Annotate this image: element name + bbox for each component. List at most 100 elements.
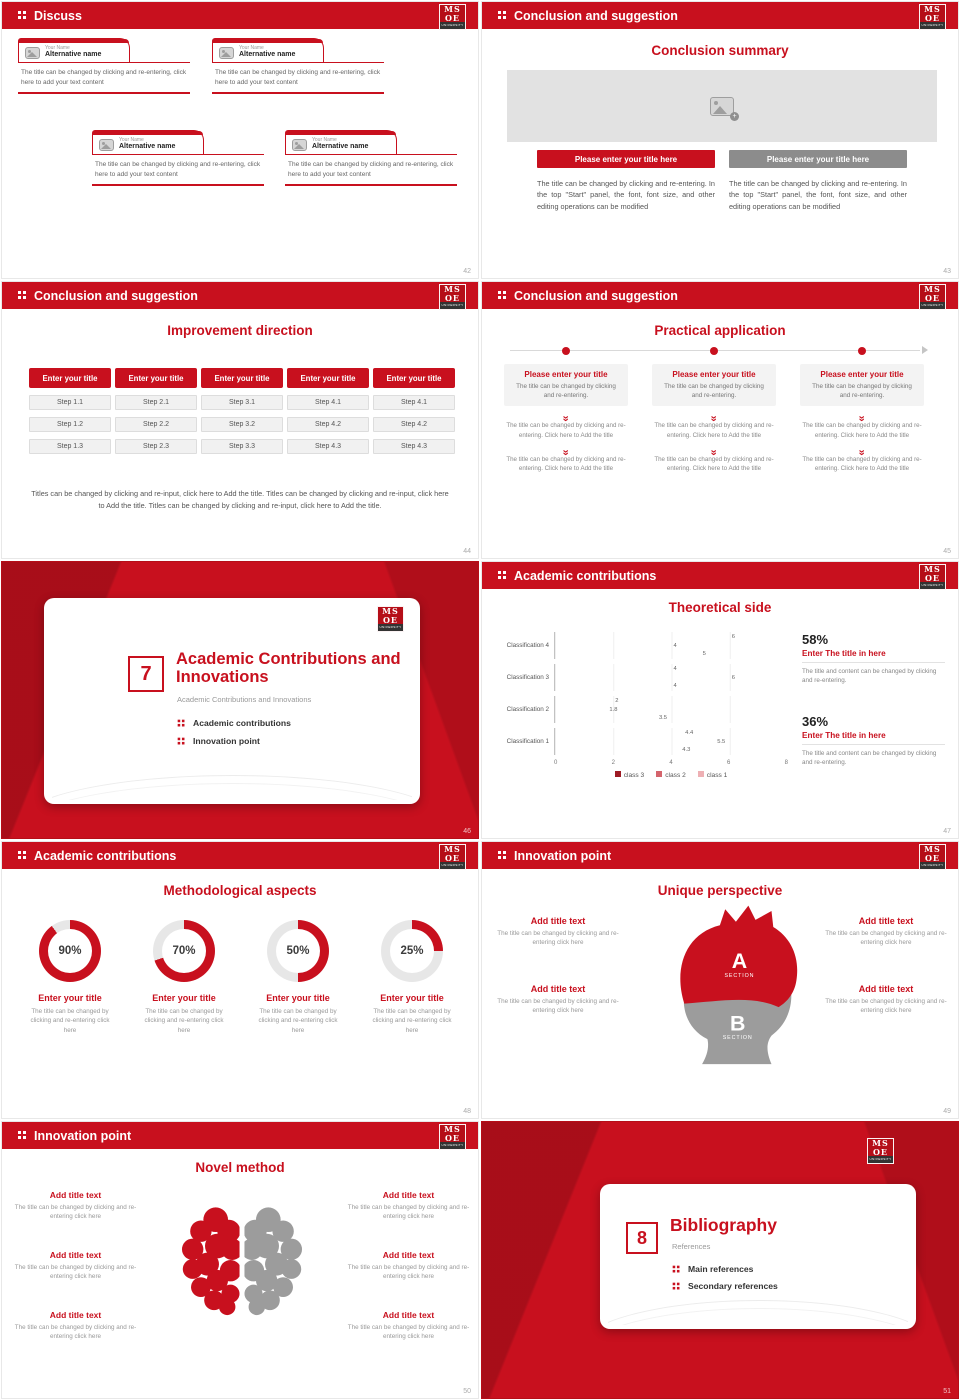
title-button[interactable]: Enter your title: [373, 368, 455, 388]
slide-header-bar: Conclusion and suggestion: [482, 2, 958, 29]
slide-47-theoretical-side[interactable]: Academic contributions MS OE UNIVERSITY …: [481, 561, 959, 839]
slide-header-title: Conclusion and suggestion: [34, 288, 198, 303]
slide-42-discuss[interactable]: Discuss MS OE UNIVERSITY Your Name Alter…: [1, 1, 479, 279]
chart-group: Classification 2 2 1.8 3.5: [496, 696, 788, 723]
squares-bullet-icon: [18, 1131, 27, 1140]
bar: [555, 699, 613, 704]
squares-bullet-icon: [498, 571, 507, 580]
msoe-logo: MS OE UNIVERSITY: [919, 284, 946, 310]
slide-49-unique-perspective[interactable]: Innovation point MS OE UNIVERSITY Unique…: [481, 841, 959, 1119]
bar: [555, 739, 715, 744]
stat-percent: 36%: [802, 714, 829, 729]
msoe-logo: MS OE UNIVERSITY: [439, 4, 466, 30]
head-silhouette-graphic: A SECTION B SECTION: [680, 905, 798, 1065]
msoe-logo: MS OE UNIVERSITY: [377, 606, 404, 632]
body-text: Titles can be changed by clicking and re…: [31, 489, 449, 511]
slide-50-novel-method[interactable]: Innovation point MS OE UNIVERSITY Novel …: [1, 1121, 479, 1399]
step-box: Step 2.1: [115, 395, 197, 410]
annotation-item: Add title text The title can be changed …: [14, 1190, 137, 1221]
step-box: Step 4.3: [287, 439, 369, 454]
body-text: The title can be changed by clicking and…: [802, 422, 922, 439]
page-number: 46: [463, 828, 471, 835]
legend-swatch: [614, 771, 621, 777]
slide-header-bar: Conclusion and suggestion: [2, 282, 478, 309]
x-axis: 0 2 4 6 8: [554, 760, 788, 766]
slide-44-improvement-direction[interactable]: Conclusion and suggestion MS OE UNIVERSI…: [1, 281, 479, 559]
timeline-column: Please enter your title The title can be…: [652, 364, 776, 473]
name-card-tab: Your Name Alternative name: [18, 38, 130, 62]
cover-card: 8 Bibliography References Main reference…: [600, 1184, 916, 1329]
body-text: The title can be changed by clicking and…: [537, 179, 715, 211]
section-subtitle: References: [672, 1242, 711, 1251]
section-bullet: Main references: [672, 1264, 753, 1274]
timeline-column: Please enter your title The title can be…: [504, 364, 628, 473]
step-box: Step 4.1: [373, 395, 455, 410]
squares-bullet-icon: [18, 851, 27, 860]
donut-chart: 90%: [39, 920, 101, 982]
bar-value-label: 4: [673, 683, 677, 689]
slide-45-practical-application[interactable]: Conclusion and suggestion MS OE UNIVERSI…: [481, 281, 959, 559]
slide-43-conclusion-summary[interactable]: Conclusion and suggestion MS OE UNIVERSI…: [481, 1, 959, 279]
page-number: 45: [943, 548, 951, 555]
msoe-logo: MS OE UNIVERSITY: [439, 844, 466, 870]
section-title: Academic Contributions and Innovations: [176, 650, 401, 687]
bar-value-label: 4: [673, 642, 677, 649]
slide-48-methodological-aspects[interactable]: Academic contributions MS OE UNIVERSITY …: [1, 841, 479, 1119]
category-label: Classification 4: [506, 642, 549, 649]
step-column: Enter your title Step 4.1 Step 4.2 Step …: [373, 368, 455, 454]
title-button[interactable]: Enter your title: [29, 368, 111, 388]
stat-title: Enter The title in here: [802, 731, 945, 745]
title-button-gray[interactable]: Please enter your title here: [729, 150, 907, 168]
slide-header-title: Academic contributions: [514, 568, 657, 583]
donut-title: Enter your title: [38, 993, 102, 1003]
name-card-text: The title can be changed by clicking and…: [215, 69, 381, 86]
section-subtitle: Academic Contributions and Innovations: [177, 695, 312, 704]
category-label: Classification 2: [506, 706, 549, 713]
section-bullet: Innovation point: [177, 736, 260, 746]
legend-item: class 1: [697, 771, 727, 779]
timeline-arrow-icon: [922, 346, 928, 354]
slide-title: Novel method: [195, 1160, 285, 1175]
page-number: 49: [943, 1108, 951, 1115]
title-box: Please enter your title The title can be…: [800, 364, 924, 407]
plus-badge-icon: +: [730, 111, 739, 121]
squares-bullet-icon: [672, 1282, 681, 1290]
title-button[interactable]: Enter your title: [287, 368, 369, 388]
donut-text: The title can be changed by clicking and…: [30, 1008, 110, 1034]
title-button-red[interactable]: Please enter your title here: [537, 150, 715, 168]
bar: [555, 667, 672, 672]
name-card: Your Name Alternative name The title can…: [212, 38, 384, 94]
annotation-item: Add title text The title can be changed …: [14, 1310, 137, 1341]
chart-legend: class 3 class 2 class 1: [554, 771, 788, 779]
bar: [555, 635, 730, 640]
squares-bullet-icon: [672, 1265, 681, 1273]
step-column: Enter your title Step 3.1 Step 3.2 Step …: [201, 368, 283, 454]
legend-swatch: [656, 771, 663, 777]
squares-bullet-icon: [177, 737, 186, 745]
name-card-text: The title can be changed by clicking and…: [288, 161, 454, 178]
slide-title: Conclusion summary: [651, 43, 789, 58]
bar: [555, 716, 657, 721]
step-column: Enter your title Step 1.1 Step 1.2 Step …: [29, 368, 111, 454]
msoe-logo: MS OE UNIVERSITY: [867, 1138, 894, 1164]
image-placeholder-icon: [25, 46, 40, 59]
slide-46-section-cover[interactable]: MS OE UNIVERSITY 7 Academic Contribution…: [1, 561, 479, 839]
section-b-caption: SECTION: [723, 1035, 753, 1041]
slide-51-section-cover[interactable]: MS OE UNIVERSITY 8 Bibliography Referenc…: [481, 1121, 959, 1399]
section-bullet: Secondary references: [672, 1281, 778, 1291]
bar-value-label: 5: [702, 651, 706, 657]
section-b-letter: B: [730, 1011, 745, 1035]
donut-percent: 70%: [172, 945, 196, 957]
title-button[interactable]: Enter your title: [201, 368, 283, 388]
slide-header-bar: Innovation point: [2, 1122, 478, 1149]
donut-title: Enter your title: [152, 993, 216, 1003]
stat-percent: 58%: [802, 632, 829, 647]
title-button[interactable]: Enter your title: [115, 368, 197, 388]
name-card-text: The title can be changed by clicking and…: [21, 69, 187, 86]
bar-value-label: 4.3: [682, 747, 691, 753]
step-box: Step 1.1: [29, 395, 111, 410]
stat-title: Enter The title in here: [802, 649, 945, 663]
image-placeholder-icon: +: [710, 96, 739, 121]
donut-percent: 90%: [58, 945, 82, 957]
